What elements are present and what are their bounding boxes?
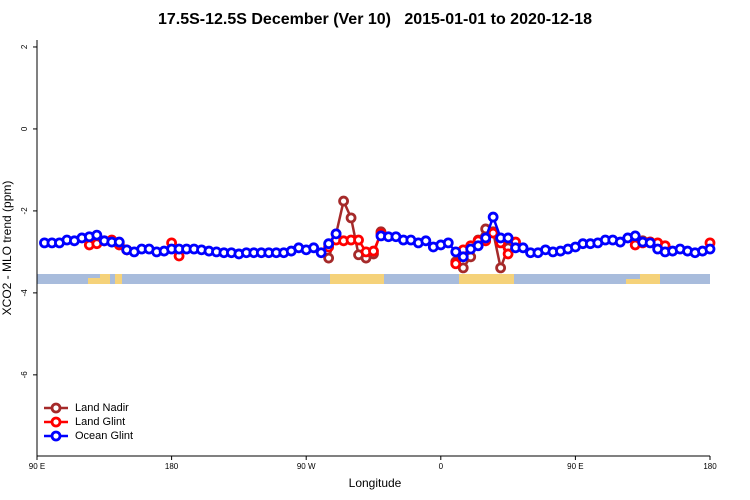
point [308, 242, 320, 254]
point [502, 248, 514, 260]
point [629, 230, 641, 242]
point [353, 234, 364, 246]
chart-title: 17.5S-12.5S December (Ver 10) 2015-01-01… [158, 11, 592, 28]
point [323, 238, 335, 250]
point [323, 252, 335, 264]
y-tick-label: -2 [20, 207, 29, 215]
point [442, 237, 454, 249]
point [450, 246, 462, 258]
point [113, 236, 125, 248]
point [338, 195, 349, 207]
x-tick-label: 90 E [567, 462, 583, 471]
point [495, 262, 507, 274]
legend-label: Land Nadir [75, 402, 129, 414]
land-patch [626, 279, 640, 284]
legend-label: Ocean Glint [75, 430, 133, 442]
point [91, 229, 103, 241]
y-tick-label: 0 [20, 126, 29, 131]
point [330, 228, 342, 240]
point [502, 232, 514, 244]
point [704, 243, 716, 255]
point [480, 232, 492, 244]
x-axis-label: Longitude [349, 476, 402, 490]
point [345, 212, 357, 224]
land-patch [640, 274, 660, 284]
legend-label: Land Glint [75, 416, 125, 428]
point [315, 247, 327, 259]
point [457, 251, 469, 263]
point [472, 240, 484, 252]
y-tick-label: 2 [20, 44, 29, 49]
point [517, 242, 529, 254]
land-patch [459, 274, 514, 284]
point [420, 235, 432, 247]
x-tick-label: 90 W [297, 462, 316, 471]
x-tick-label: 180 [703, 462, 717, 471]
land-patch [100, 274, 110, 284]
land-patch [115, 274, 122, 284]
point [450, 258, 462, 270]
x-tick-label: 90 E [29, 462, 45, 471]
y-tick-label: -6 [20, 371, 29, 379]
x-tick-label: 0 [439, 462, 444, 471]
legend-marker [50, 402, 62, 414]
land-patch [88, 278, 100, 284]
x-tick-label: 180 [165, 462, 179, 471]
land-patch [330, 274, 384, 284]
legend-marker [50, 416, 62, 428]
y-axis-label: XCO2 - MLO trend (ppm) [0, 181, 14, 316]
point [487, 211, 499, 223]
point [487, 227, 499, 239]
land-mask [37, 274, 710, 284]
y-tick-label: -4 [20, 289, 29, 297]
point [368, 245, 379, 257]
point [644, 237, 656, 249]
legend-marker [50, 430, 62, 442]
